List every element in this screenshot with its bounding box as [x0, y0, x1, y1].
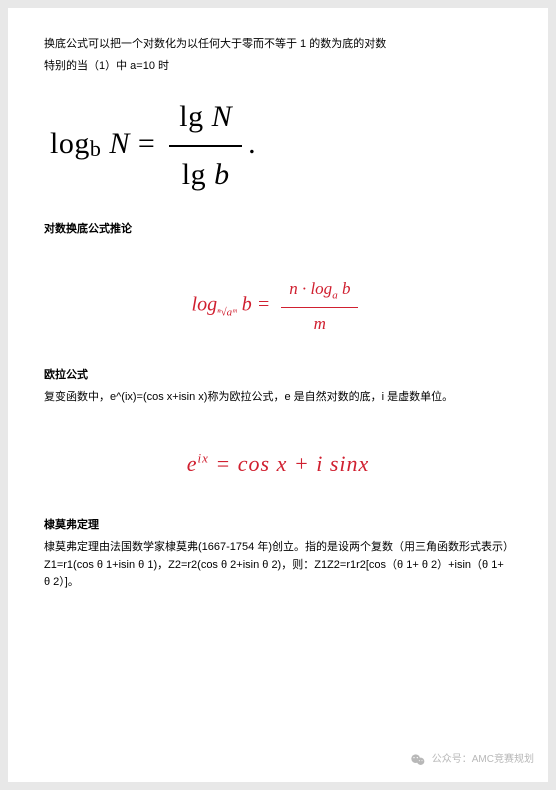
- denominator: lg b: [169, 147, 242, 199]
- log-hand: log: [192, 293, 218, 315]
- euler-formula: eix = cos x + i sinx: [44, 446, 512, 481]
- fraction-hand: n · loga b m: [281, 275, 358, 337]
- heading-euler: 欧拉公式: [44, 367, 512, 385]
- equals: =: [138, 127, 163, 160]
- equals-hand: =: [257, 293, 276, 315]
- euler-description: 复变函数中，e^(ix)=(cos x+isin x)称为欧拉公式，e 是自然对…: [44, 389, 512, 407]
- log-arg: N: [101, 127, 130, 160]
- intro-line-2: 特别的当（1）中 a=10 时: [44, 58, 512, 76]
- log-text: log: [50, 127, 90, 160]
- footer-attribution: 公众号：AMC竞赛规划: [410, 752, 534, 768]
- corollary-formula: logⁿ√aᵐ b = n · loga b m: [44, 275, 512, 337]
- heading-corollary: 对数换底公式推论: [44, 221, 512, 239]
- euler-plus: +: [294, 451, 316, 476]
- log-sub: b: [90, 136, 102, 161]
- demoivre-description: 棣莫弗定理由法国数学家棣莫弗(1667-1754 年)创立。指的是设两个复数（用…: [44, 539, 512, 592]
- numerator-hand: n · loga b: [281, 275, 358, 308]
- euler-e: e: [187, 451, 198, 476]
- document-page: 换底公式可以把一个对数化为以任何大于零而不等于 1 的数为底的对数 特别的当（1…: [8, 8, 548, 782]
- heading-demoivre: 棣莫弗定理: [44, 517, 512, 535]
- change-of-base-formula: logb N = lg N lg b .: [44, 93, 512, 199]
- period: .: [248, 127, 256, 160]
- euler-cos: cos x: [238, 451, 288, 476]
- numerator: lg N: [169, 93, 242, 147]
- euler-eq: =: [215, 451, 237, 476]
- euler-isin: i sinx: [316, 451, 369, 476]
- intro-line-1: 换底公式可以把一个对数化为以任何大于零而不等于 1 的数为底的对数: [44, 36, 512, 54]
- wechat-icon: [410, 752, 426, 768]
- log-hand-sub: ⁿ√aᵐ: [217, 306, 237, 318]
- footer-label: 公众号：AMC竞赛规划: [432, 752, 534, 768]
- euler-exp: ix: [198, 451, 209, 466]
- log-hand-arg: b: [237, 293, 252, 315]
- fraction: lg N lg b: [169, 93, 242, 199]
- denominator-hand: m: [281, 308, 358, 337]
